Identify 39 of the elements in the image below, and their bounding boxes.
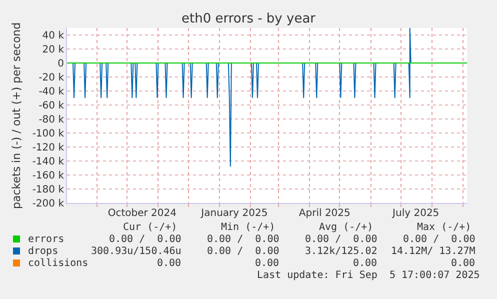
y-tick-label: -120 k bbox=[32, 142, 64, 154]
text: Max (-/+) bbox=[417, 222, 472, 233]
legend-label: collisions bbox=[28, 258, 88, 269]
y-tick-label: 0 bbox=[58, 58, 64, 70]
y-tick-label: -200 k bbox=[32, 198, 64, 210]
y-tick-label: -160 k bbox=[32, 170, 64, 182]
text: Last update: Fri Sep 5 17:00:07 2025 bbox=[257, 270, 480, 281]
chart-title: eth0 errors - by year bbox=[181, 12, 316, 27]
text: 0.00 / 0.00 bbox=[305, 234, 378, 245]
text: 3.12k/125.02 bbox=[305, 246, 378, 257]
text: 0.00 bbox=[451, 258, 476, 269]
y-tick-label: -100 k bbox=[32, 128, 64, 140]
x-tick-label: July 2025 bbox=[392, 208, 440, 219]
text: Avg (-/+) bbox=[319, 222, 374, 233]
x-tick-label: January 2025 bbox=[200, 208, 268, 219]
text: 0.00 / 0.00 bbox=[207, 246, 280, 257]
legend-label: errors bbox=[28, 234, 64, 245]
y-tick-label: -80 k bbox=[38, 114, 64, 126]
text: Min (-/+) bbox=[221, 222, 276, 233]
text: 14.12M/ 13.27M bbox=[391, 246, 476, 257]
y-tick-label: -40 k bbox=[38, 86, 64, 98]
x-tick-label: April 2025 bbox=[298, 208, 350, 219]
y-tick-label: -20 k bbox=[38, 72, 64, 84]
x-tick-label: October 2024 bbox=[108, 208, 177, 219]
text: 0.00 bbox=[157, 258, 182, 269]
text: 0.00 / 0.00 bbox=[109, 234, 182, 245]
y-tick-label: 40 k bbox=[42, 30, 64, 42]
text: Cur (-/+) bbox=[123, 222, 178, 233]
text: 300.93u/150.46u bbox=[91, 246, 182, 257]
legend-label: drops bbox=[28, 246, 58, 257]
text: 0.00 / 0.00 bbox=[207, 234, 280, 245]
text: 0.00 bbox=[353, 258, 378, 269]
y-tick-label: -140 k bbox=[32, 156, 64, 168]
y-axis-title: packets in (-) / out (+) per second bbox=[10, 22, 23, 209]
y-tick-label: 20 k bbox=[42, 44, 64, 56]
y-tick-label: -180 k bbox=[32, 184, 64, 196]
y-tick-label: -60 k bbox=[38, 100, 64, 112]
text: 0.00 / 0.00 bbox=[403, 234, 476, 245]
text: 0.00 bbox=[255, 258, 280, 269]
